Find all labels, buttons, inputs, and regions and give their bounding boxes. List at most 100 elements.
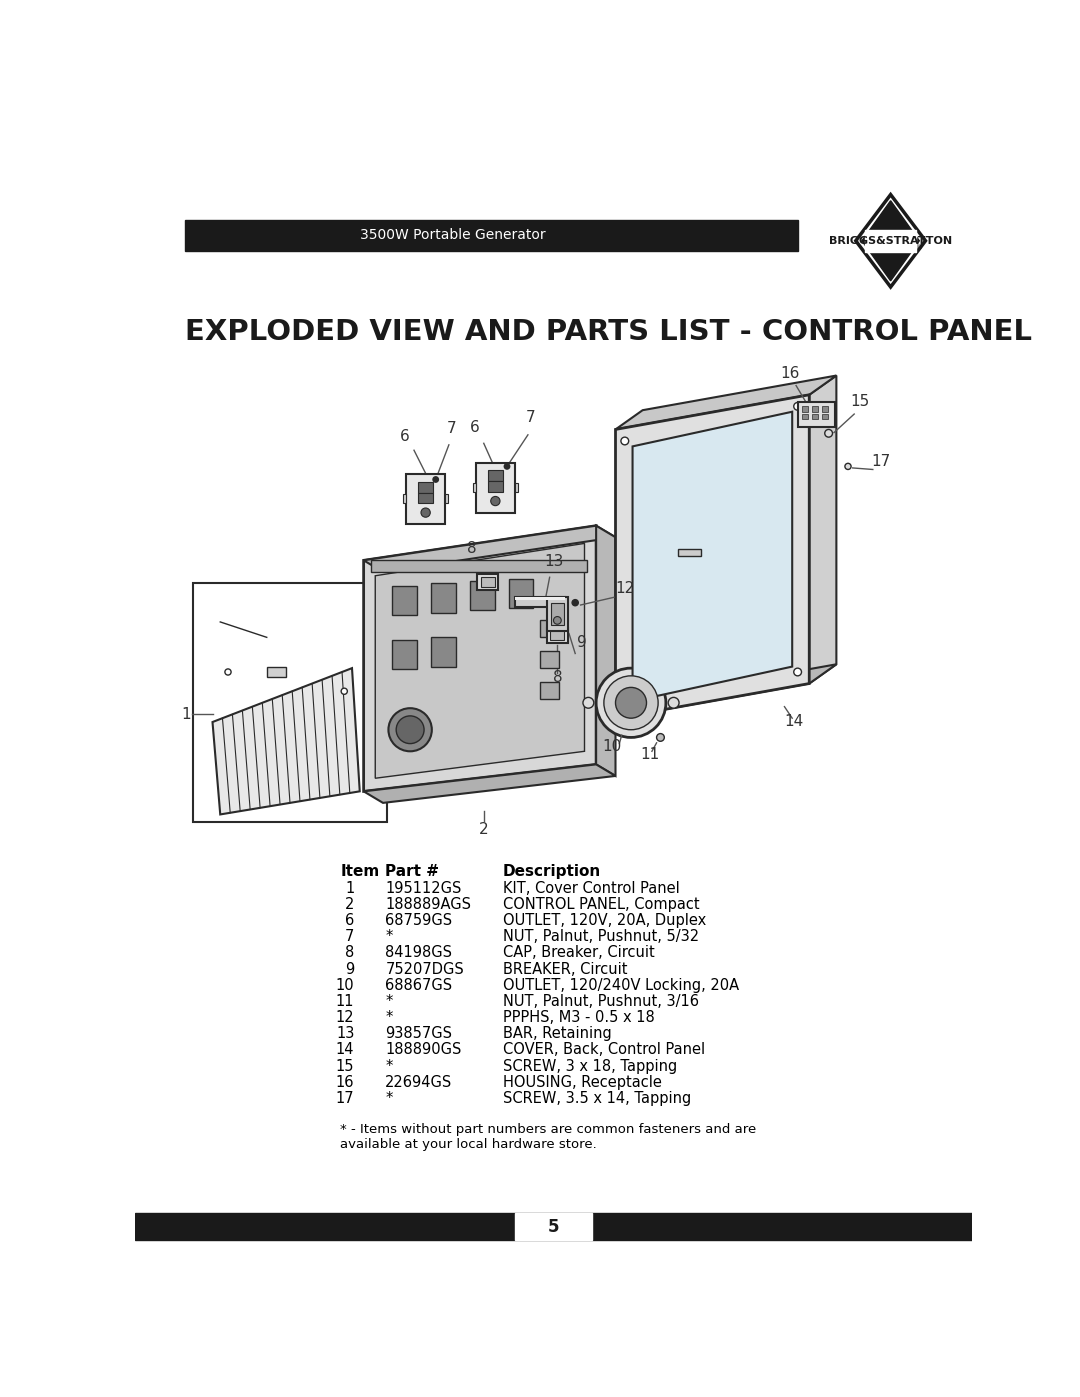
Circle shape [341,689,348,694]
Bar [445,495,448,503]
Text: 12: 12 [616,581,635,597]
Bar [515,598,565,601]
Circle shape [794,402,801,411]
Text: *: * [386,1059,393,1073]
Bar [865,231,916,251]
Text: COVER, Back, Control Panel: COVER, Back, Control Panel [503,1042,705,1058]
Polygon shape [633,412,793,701]
Text: 11: 11 [336,993,354,1009]
Text: PPPHS, M3 - 0.5 x 18: PPPHS, M3 - 0.5 x 18 [503,1010,654,1025]
Circle shape [225,669,231,675]
Circle shape [621,437,629,444]
Text: BRIGGS&STRATTON: BRIGGS&STRATTON [829,236,953,246]
Text: 7: 7 [345,929,354,944]
Text: 9: 9 [577,636,586,651]
Text: OUTLET, 120V, 20A, Duplex: OUTLET, 120V, 20A, Duplex [503,914,706,928]
Text: 8: 8 [468,541,477,556]
Text: 1: 1 [346,880,354,895]
Bar [515,598,565,606]
Bar [488,481,503,492]
Bar [801,414,808,419]
Polygon shape [862,201,919,281]
Text: 22694GS: 22694GS [386,1074,453,1090]
Bar [392,585,417,615]
Text: 15: 15 [336,1059,354,1073]
Polygon shape [364,525,616,571]
Text: 195112GS: 195112GS [386,880,462,895]
Polygon shape [616,395,809,718]
Bar [476,462,515,513]
Text: 8: 8 [553,671,563,685]
Text: *: * [386,1091,393,1106]
Bar [540,620,559,637]
Text: SCREW, 3 x 18, Tapping: SCREW, 3 x 18, Tapping [503,1059,677,1073]
Text: 15: 15 [850,394,869,409]
Text: KIT, Cover Control Panel: KIT, Cover Control Panel [503,880,680,895]
Text: *: * [386,993,393,1009]
Text: 2: 2 [478,823,488,837]
Circle shape [616,687,647,718]
Bar [476,574,499,590]
Bar [801,407,808,412]
Polygon shape [616,376,836,429]
Polygon shape [616,665,836,718]
Text: 1: 1 [181,707,191,722]
Circle shape [669,697,679,708]
Bar [515,1214,592,1241]
Text: 10: 10 [602,739,621,754]
Bar [431,637,456,666]
Polygon shape [213,668,360,814]
Text: 7: 7 [526,409,535,425]
Bar [540,651,559,668]
Bar [481,577,495,587]
Circle shape [604,676,658,729]
Text: SCREW, 3.5 x 14, Tapping: SCREW, 3.5 x 14, Tapping [503,1091,691,1106]
Text: CAP, Breaker, Circuit: CAP, Breaker, Circuit [503,946,654,960]
Circle shape [621,703,629,711]
Bar [546,598,568,631]
Text: 17: 17 [336,1091,354,1106]
Text: Description: Description [503,865,602,880]
Circle shape [396,715,424,743]
Text: 5: 5 [548,1218,559,1236]
Polygon shape [375,543,584,778]
Text: *: * [386,1010,393,1025]
Text: 12: 12 [336,1010,354,1025]
Bar [372,560,586,571]
Text: 93857GS: 93857GS [386,1027,453,1041]
Bar [418,493,433,503]
Bar [551,631,565,640]
Text: 9: 9 [346,961,354,977]
Text: 6: 6 [400,429,409,444]
Circle shape [389,708,432,752]
Bar [418,482,433,493]
Text: 13: 13 [544,555,563,570]
Bar [822,414,828,419]
Text: 188889AGS: 188889AGS [386,897,471,912]
Circle shape [657,733,664,742]
Text: ®: ® [916,246,923,251]
Bar [822,407,828,412]
Text: EXPLODED VIEW AND PARTS LIST - CONTROL PANEL: EXPLODED VIEW AND PARTS LIST - CONTROL P… [186,317,1032,346]
Text: 2: 2 [345,897,354,912]
Bar [403,495,406,503]
Text: 8: 8 [346,946,354,960]
Text: * - Items without part numbers are common fasteners and are
available at your lo: * - Items without part numbers are commo… [340,1123,757,1151]
Text: 6: 6 [470,419,480,434]
Text: BAR, Retaining: BAR, Retaining [503,1027,612,1041]
Bar [811,407,818,412]
Text: 13: 13 [336,1027,354,1041]
Bar [677,549,701,556]
Bar [811,414,818,419]
Bar [798,402,835,427]
Text: NUT, Palnut, Pushnut, 5/32: NUT, Palnut, Pushnut, 5/32 [503,929,699,944]
Polygon shape [855,194,926,286]
Circle shape [794,668,801,676]
Text: Item: Item [340,865,380,880]
Text: CONTROL PANEL, Compact: CONTROL PANEL, Compact [503,897,700,912]
Text: Part #: Part # [386,865,440,880]
Polygon shape [809,376,836,683]
Text: 16: 16 [336,1074,354,1090]
Text: 84198GS: 84198GS [386,946,453,960]
Text: NUT, Palnut, Pushnut, 3/16: NUT, Palnut, Pushnut, 3/16 [503,993,699,1009]
